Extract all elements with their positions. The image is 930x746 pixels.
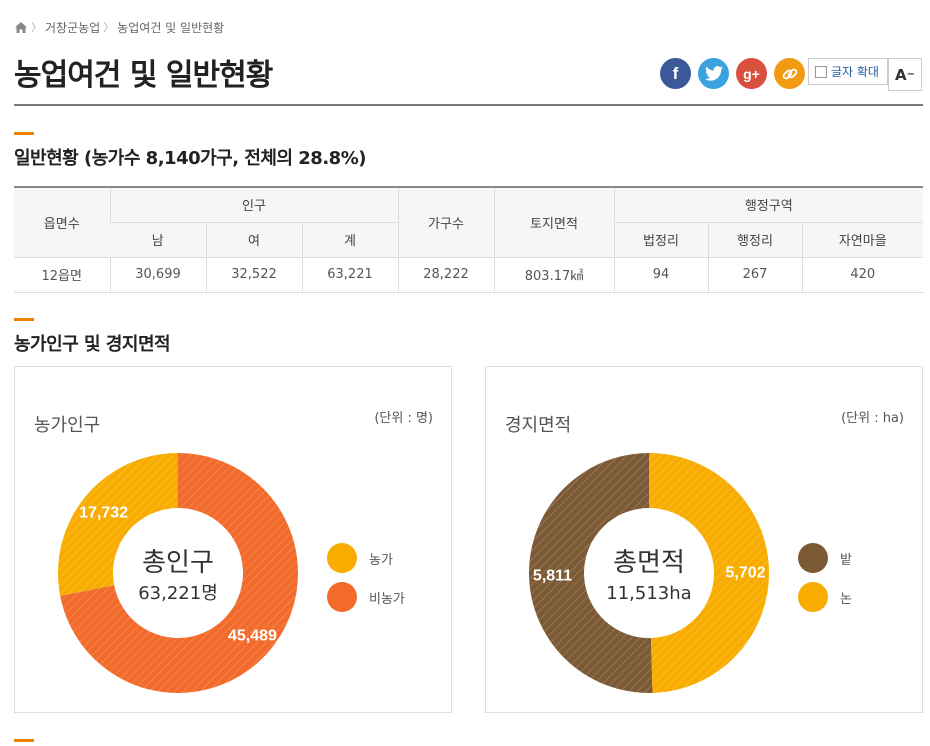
page-title: 농업여건 및 일반현황: [14, 58, 273, 93]
header-population: 인구: [109, 186, 398, 223]
cultivated-area-donut-chart: 5,811 5,702 총면적 11,513ha: [529, 453, 770, 693]
facebook-icon: f: [672, 63, 679, 83]
slice-value-label: 45,489: [228, 627, 277, 644]
link-icon: [782, 68, 797, 79]
cell-villages: 420: [801, 257, 923, 293]
chevron-right-icon: 〉: [31, 21, 42, 34]
section-title-general: 일반현황 (농가수 8,140가구, 전체의 28.8%): [14, 148, 366, 169]
zoom-in-label: 글자 확대: [831, 65, 879, 79]
donut-slice-0: [57, 453, 178, 596]
center-value: 63,221명: [138, 583, 218, 604]
slice-value-label: 5,702: [725, 565, 765, 582]
chart-title: 농가인구: [34, 415, 101, 436]
legend-item-farm: 농가: [327, 543, 405, 573]
googleplus-icon: g+: [743, 65, 760, 82]
zoom-in-button[interactable]: 글자 확대: [808, 58, 888, 85]
home-icon[interactable]: [14, 21, 28, 34]
breadcrumb-item[interactable]: 거창군농업: [45, 20, 101, 35]
header-households: 가구수: [397, 186, 494, 258]
section-accent: [14, 132, 34, 135]
breadcrumb: 〉 거창군농업 〉 농업여건 및 일반현황: [14, 18, 224, 36]
header-admin-ri: 행정리: [707, 222, 802, 258]
cell-female: 32,522: [205, 257, 302, 293]
minus-icon: −: [906, 69, 915, 80]
legend-label: 논: [840, 591, 852, 607]
zoom-out-button[interactable]: A −: [888, 58, 922, 91]
section-accent: [14, 318, 34, 321]
copy-link-button[interactable]: [774, 58, 805, 89]
donut-slice-1: [649, 453, 770, 693]
legend-item-nonfarm: 비농가: [327, 582, 405, 612]
section-accent: [14, 739, 34, 742]
googleplus-share-button[interactable]: g+: [736, 58, 767, 89]
cell-total: 63,221: [301, 257, 398, 293]
legend-item-field: 밭: [798, 543, 852, 573]
chart-unit: (단위 : ha): [841, 411, 904, 426]
header-total: 계: [301, 222, 398, 258]
chart-title: 경지면적: [505, 415, 572, 436]
header-female: 여: [205, 222, 302, 258]
header-male: 남: [110, 222, 206, 258]
cultivated-area-chart-panel: 경지면적 (단위 : ha) 5,811 5,702 총면적 11,513ha 밭 논: [485, 366, 923, 713]
center-value: 11,513ha: [606, 583, 691, 604]
cell-male: 30,699: [109, 257, 206, 293]
legend-swatch: [798, 543, 828, 573]
legend-label: 밭: [840, 552, 852, 568]
donut-slice-0: [529, 453, 653, 693]
header-villages: 자연마을: [801, 222, 923, 258]
center-title: 총인구: [142, 548, 214, 578]
farm-population-chart-panel: 농가인구 (단위 : 명) 17,732 45,489 총인구 63,221명 농가 …: [14, 366, 452, 713]
farm-population-donut-chart: 17,732 45,489 총인구 63,221명: [57, 453, 299, 693]
cell-legal-ri: 94: [613, 257, 708, 293]
section-title-farm: 농가인구 및 경지면적: [14, 334, 171, 355]
header-land-area: 토지면적: [493, 186, 614, 258]
zoom-out-label: A: [895, 65, 907, 84]
legend-swatch: [327, 543, 357, 573]
cell-land-area: 803.17㎢: [493, 257, 614, 293]
chart-legend: 밭 논: [798, 543, 852, 612]
cell-households: 28,222: [397, 257, 494, 293]
donut-slice-1: [60, 453, 299, 693]
legend-swatch: [798, 582, 828, 612]
general-status-table: 읍면수 인구 가구수 토지면적 행정구역 남 여 계 법정리 행정리 자연마을 …: [14, 186, 923, 293]
header-legal-ri: 법정리: [613, 222, 708, 258]
slice-value-label: 5,811: [533, 567, 572, 584]
legend-label: 농가: [369, 552, 393, 568]
share-toolbar: f g+: [660, 58, 805, 89]
chevron-right-icon: 〉: [103, 21, 115, 34]
twitter-icon: [704, 66, 723, 81]
header-admin: 행정구역: [613, 186, 923, 223]
header-town: 읍면수: [14, 186, 110, 258]
cell-town: 12읍면: [14, 257, 110, 293]
breadcrumb-item-current[interactable]: 농업여건 및 일반현황: [117, 20, 225, 35]
chart-legend: 농가 비농가: [327, 543, 405, 612]
center-title: 총면적: [613, 548, 685, 578]
title-divider: [14, 104, 923, 106]
facebook-share-button[interactable]: f: [660, 58, 691, 89]
legend-label: 비농가: [369, 591, 405, 607]
twitter-share-button[interactable]: [698, 58, 729, 89]
cell-admin-ri: 267: [707, 257, 802, 293]
chart-unit: (단위 : 명): [374, 411, 433, 426]
broken-image-icon: [815, 65, 827, 78]
table-row: 12읍면 30,699 32,522 63,221 28,222 803.17㎢…: [14, 257, 923, 293]
legend-swatch: [327, 582, 357, 612]
slice-value-label: 17,732: [79, 505, 128, 522]
legend-item-paddy: 논: [798, 582, 852, 612]
